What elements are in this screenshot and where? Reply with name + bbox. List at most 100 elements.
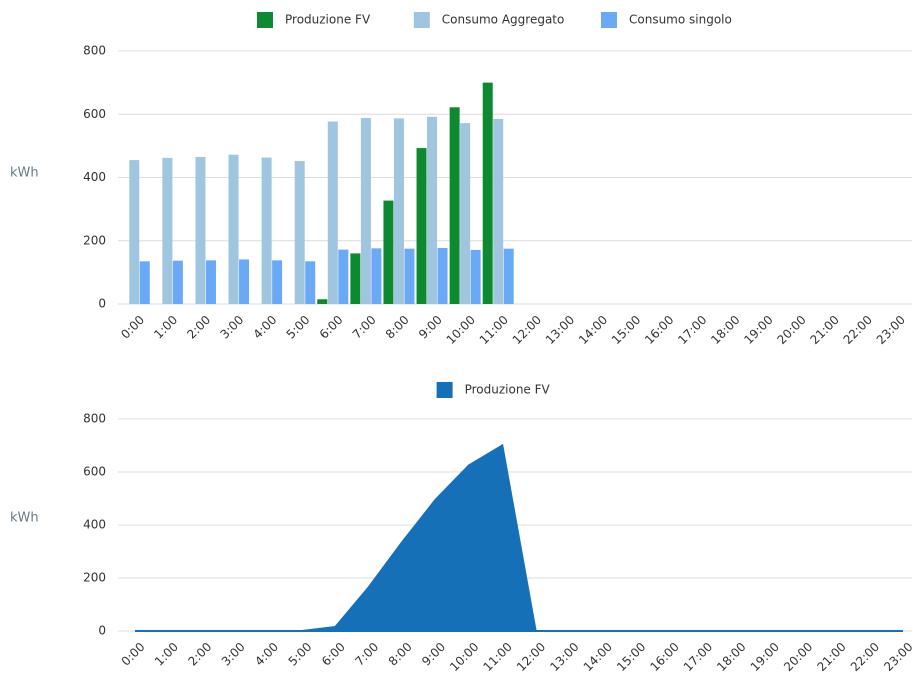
bar xyxy=(437,248,448,304)
bar xyxy=(449,107,460,304)
bar xyxy=(305,261,316,304)
x-tick-label: 13:00 xyxy=(543,313,577,347)
x-tick-label: 0:00 xyxy=(118,313,147,342)
bar xyxy=(261,157,272,304)
x-tick-label: 2:00 xyxy=(184,313,213,342)
x-tick-label: 12:00 xyxy=(514,640,548,674)
x-tick-label: 19:00 xyxy=(741,313,775,347)
x-tick-label: 18:00 xyxy=(714,640,748,674)
y-tick-label: 0 xyxy=(98,624,106,638)
x-tick-label: 14:00 xyxy=(576,313,610,347)
y-tick-label: 400 xyxy=(83,170,106,184)
bar xyxy=(172,260,183,304)
bar xyxy=(338,249,349,304)
bar xyxy=(239,259,250,304)
x-tick-label: 9:00 xyxy=(416,313,445,342)
y-tick-label: 600 xyxy=(83,107,106,121)
legend-label: Produzione FV xyxy=(465,383,551,397)
bar xyxy=(503,248,514,304)
y-tick-label: 200 xyxy=(83,571,106,585)
bar xyxy=(404,248,415,304)
y-axis-title: kWh xyxy=(10,511,39,526)
x-tick-label: 3:00 xyxy=(217,313,246,342)
bar xyxy=(129,160,140,304)
bar xyxy=(393,118,404,304)
bar xyxy=(360,118,371,304)
x-tick-label: 20:00 xyxy=(781,640,815,674)
x-tick-label: 22:00 xyxy=(848,640,882,674)
x-tick-label: 23:00 xyxy=(881,640,913,674)
x-tick-label: 4:00 xyxy=(252,640,281,669)
x-tick-label: 9:00 xyxy=(419,640,448,669)
x-tick-label: 21:00 xyxy=(814,640,848,674)
y-tick-label: 200 xyxy=(83,233,106,247)
y-tick-label: 800 xyxy=(83,44,106,58)
x-tick-label: 11:00 xyxy=(477,313,511,347)
x-tick-label: 7:00 xyxy=(352,640,381,669)
x-tick-label: 12:00 xyxy=(510,313,544,347)
x-tick-label: 18:00 xyxy=(708,313,742,347)
x-tick-label: 17:00 xyxy=(675,313,709,347)
legend-swatch xyxy=(413,12,430,28)
x-tick-label: 1:00 xyxy=(151,313,180,342)
bar xyxy=(383,200,394,304)
bar xyxy=(350,253,361,304)
bar xyxy=(327,121,338,305)
bar xyxy=(460,123,471,304)
x-tick-label: 7:00 xyxy=(350,313,379,342)
x-tick-label: 23:00 xyxy=(874,313,908,347)
bar xyxy=(272,260,283,304)
bar xyxy=(139,261,150,304)
bar xyxy=(162,157,173,304)
x-tick-label: 11:00 xyxy=(481,640,515,674)
x-tick-label: 0:00 xyxy=(119,640,148,669)
x-tick-label: 1:00 xyxy=(152,640,181,669)
legend-swatch xyxy=(257,12,273,28)
x-tick-label: 3:00 xyxy=(219,640,248,669)
x-tick-label: 5:00 xyxy=(286,640,315,669)
x-tick-label: 16:00 xyxy=(647,640,681,674)
legend-label: Consumo singolo xyxy=(629,13,732,27)
x-tick-label: 21:00 xyxy=(808,313,842,347)
bar xyxy=(294,161,305,304)
legend-label: Consumo Aggregato xyxy=(442,13,565,27)
x-tick-label: 15:00 xyxy=(609,313,643,347)
x-tick-label: 20:00 xyxy=(774,313,808,347)
x-tick-label: 10:00 xyxy=(444,313,478,347)
bar xyxy=(228,154,239,304)
x-tick-label: 8:00 xyxy=(383,313,412,342)
x-tick-label: 6:00 xyxy=(319,640,348,669)
bar xyxy=(427,116,438,304)
bar xyxy=(493,118,504,305)
bar xyxy=(482,82,493,304)
x-tick-label: 10:00 xyxy=(447,640,481,674)
area xyxy=(135,443,903,632)
y-axis-title: kWh xyxy=(10,166,39,181)
x-tick-label: 5:00 xyxy=(284,313,313,342)
x-tick-label: 2:00 xyxy=(185,640,214,669)
x-tick-label: 4:00 xyxy=(251,313,280,342)
bar xyxy=(470,249,481,304)
legend-swatch xyxy=(601,12,617,28)
x-tick-label: 22:00 xyxy=(841,313,875,347)
bar xyxy=(416,148,427,304)
legend-swatch xyxy=(436,382,453,398)
x-tick-label: 19:00 xyxy=(748,640,782,674)
x-tick-label: 14:00 xyxy=(581,640,615,674)
y-tick-label: 0 xyxy=(98,297,106,311)
x-tick-label: 17:00 xyxy=(681,640,715,674)
bar xyxy=(317,299,328,304)
y-tick-label: 600 xyxy=(83,465,106,479)
x-tick-label: 8:00 xyxy=(386,640,415,669)
y-tick-label: 800 xyxy=(83,412,106,426)
y-tick-label: 400 xyxy=(83,518,106,532)
bar xyxy=(371,248,382,304)
x-tick-label: 6:00 xyxy=(317,313,346,342)
bar xyxy=(195,156,206,304)
legend-label: Produzione FV xyxy=(285,13,371,27)
bar xyxy=(205,260,216,304)
x-tick-label: 13:00 xyxy=(547,640,581,674)
x-tick-label: 15:00 xyxy=(614,640,648,674)
x-tick-label: 16:00 xyxy=(642,313,676,347)
